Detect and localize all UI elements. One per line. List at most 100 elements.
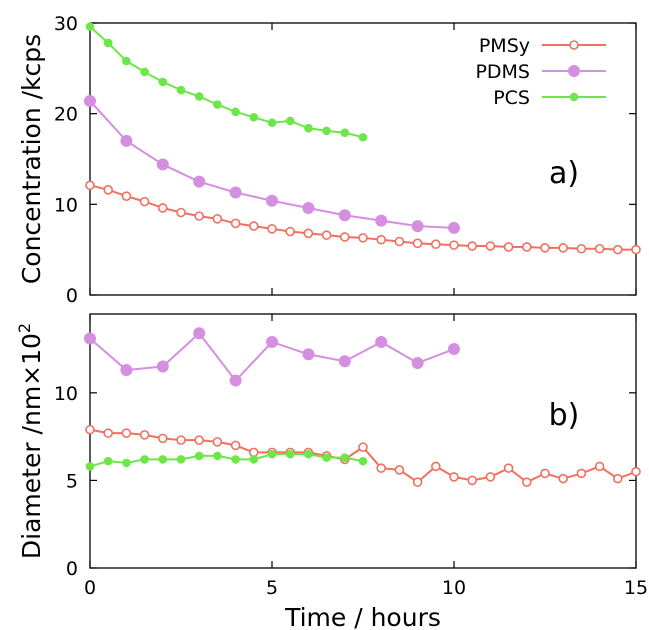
data-point (448, 343, 460, 356)
y-tick-label: 30 (54, 13, 78, 35)
data-point (521, 477, 532, 487)
data-point (158, 203, 168, 213)
data-point (322, 453, 331, 462)
data-point (558, 473, 569, 484)
y-tick-label: 5 (66, 470, 78, 492)
data-point (375, 214, 388, 227)
legend-item-pmsy: PMSy (479, 35, 606, 57)
data-point (594, 461, 605, 472)
data-point (139, 196, 150, 207)
data-point (84, 332, 96, 345)
data-point (302, 201, 315, 214)
x-tick-label: 5 (266, 577, 278, 599)
data-point (267, 449, 277, 459)
x-tick-label: 10 (442, 577, 466, 599)
data-point (631, 466, 641, 477)
panel-a-concentration-chart: 0 10 20 30 Concentration /kcps a) PMSy PDMS PCS (17, 13, 641, 307)
data-point (267, 224, 277, 234)
data-point (249, 221, 259, 231)
data-point (193, 175, 206, 188)
y-tick-label: 0 (66, 285, 78, 307)
data-point (176, 435, 186, 445)
data-point (540, 468, 550, 479)
data-point (394, 236, 405, 247)
data-point (231, 107, 240, 117)
data-point (176, 455, 186, 464)
series-pmsy (85, 180, 641, 255)
data-point (85, 180, 95, 191)
data-point (120, 364, 133, 377)
y-axis-label: Concentration /kcps (17, 34, 46, 284)
x-tick-label: 0 (84, 577, 96, 599)
y-axis-label-superscript: 2 (15, 323, 34, 333)
legend-label: PCS (493, 87, 530, 109)
data-point (358, 456, 368, 466)
series-pmsy (85, 424, 641, 487)
data-point (467, 241, 478, 251)
legend-marker (569, 92, 579, 102)
y-tick-label: 0 (66, 558, 78, 580)
data-point (156, 360, 169, 373)
plot-frame (89, 313, 637, 569)
series-pdms (84, 94, 460, 234)
data-point (231, 455, 240, 464)
data-point (467, 475, 478, 486)
data-point (176, 85, 186, 95)
data-point (285, 449, 295, 459)
data-point (85, 462, 95, 471)
data-point (430, 239, 441, 250)
data-point (194, 451, 204, 461)
data-point (358, 442, 368, 452)
data-point (485, 472, 496, 482)
data-point (304, 449, 313, 459)
data-point (304, 123, 313, 133)
series-pcs (85, 449, 368, 471)
data-point (230, 440, 241, 451)
panel-label: b) (549, 398, 580, 433)
data-point (230, 218, 241, 229)
data-point (612, 473, 623, 484)
data-point (338, 355, 351, 368)
data-point (321, 230, 332, 240)
data-point (103, 456, 113, 466)
y-tick-label: 20 (54, 104, 78, 126)
legend-marker (569, 40, 579, 50)
series-line-pmsy (89, 428, 637, 484)
data-point (213, 100, 222, 109)
data-point (576, 243, 587, 254)
data-point (412, 477, 423, 487)
legend: PMSy PDMS PCS (475, 35, 606, 109)
legend-item-pcs: PCS (493, 87, 606, 109)
data-point (249, 112, 259, 122)
data-point (285, 116, 295, 126)
data-point (339, 232, 350, 242)
y-tick-label: 10 (54, 383, 78, 405)
data-point (140, 455, 149, 464)
data-point (122, 458, 131, 468)
data-point (85, 22, 95, 31)
data-point (212, 437, 223, 447)
data-point (194, 211, 204, 221)
data-point (266, 336, 278, 349)
data-point (485, 241, 496, 251)
data-point (340, 128, 350, 138)
data-point (449, 472, 459, 482)
series-line-pcs (89, 453, 364, 468)
data-point (449, 240, 459, 250)
data-point (303, 228, 314, 239)
data-point (267, 118, 277, 128)
series-pcs (85, 22, 368, 142)
data-point (302, 348, 315, 361)
data-point (194, 92, 204, 101)
data-point (122, 56, 131, 66)
y-tick-label: 10 (54, 194, 78, 216)
data-point (375, 336, 388, 349)
data-point (84, 94, 96, 107)
data-point (503, 463, 514, 473)
data-point (411, 357, 424, 370)
data-point (594, 243, 605, 254)
panel-label: a) (549, 156, 579, 191)
data-point (503, 242, 514, 252)
data-point (193, 327, 206, 340)
